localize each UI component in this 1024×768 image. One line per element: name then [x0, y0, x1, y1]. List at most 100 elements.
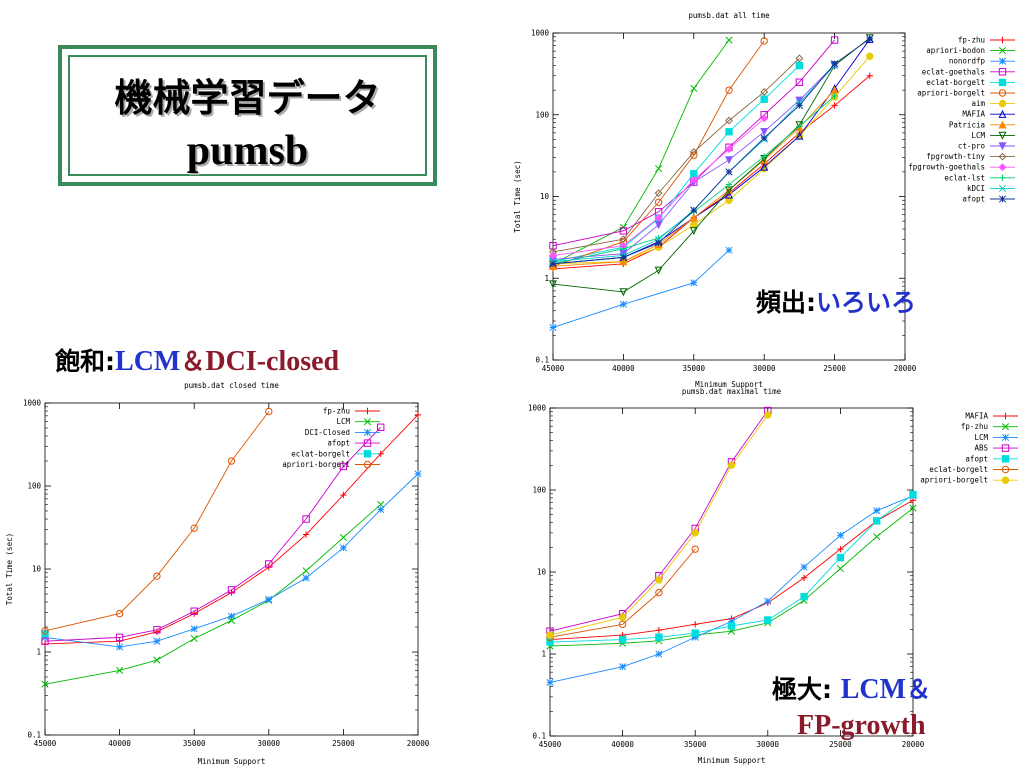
x-tick-label: 35000 — [183, 739, 206, 748]
series-line — [549, 494, 914, 643]
series-line — [552, 95, 835, 265]
data-point — [377, 423, 385, 431]
series-line — [549, 507, 914, 647]
x-tick-label: 45000 — [539, 740, 562, 749]
legend-marker — [998, 68, 1007, 76]
series-afopt — [41, 423, 385, 645]
data-point — [800, 563, 808, 571]
data-point — [690, 221, 698, 229]
data-point — [654, 221, 663, 230]
series-ct-pro — [548, 60, 839, 264]
legend-marker — [998, 142, 1007, 151]
data-point — [690, 84, 698, 92]
slide-title-inner-border — [68, 55, 427, 176]
data-point — [190, 635, 198, 643]
data-point — [655, 164, 663, 173]
annotation-frequent-label: 頻出 — [756, 288, 807, 317]
data-point — [873, 533, 881, 541]
legend-marker — [998, 78, 1007, 87]
data-point — [831, 60, 839, 68]
data-point — [655, 627, 663, 634]
series-line — [44, 411, 270, 632]
y-tick-label: 0.1 — [27, 731, 41, 740]
y-tick-label: 0.1 — [532, 732, 546, 741]
data-point — [836, 565, 844, 573]
data-point — [549, 251, 557, 260]
legend-label: apriori-borgelt — [920, 476, 988, 485]
x-tick-label: 35000 — [684, 740, 707, 749]
data-point — [865, 34, 874, 43]
legend-marker — [364, 407, 371, 415]
legend-label: eclat-borgelt — [926, 78, 985, 87]
data-point — [866, 35, 874, 43]
series-line — [552, 38, 871, 265]
data-point — [689, 148, 698, 156]
series-aim — [549, 52, 874, 268]
legend-marker — [998, 57, 1007, 65]
legend-marker — [998, 152, 1007, 161]
legend-marker — [1002, 412, 1009, 420]
legend-label: nonordfp — [949, 57, 986, 66]
data-point — [725, 116, 733, 125]
chart-all-time: pumsb.dat all time 0.1 1 10 100 1000 45000 4000… — [505, 6, 1020, 394]
data-point — [795, 131, 804, 140]
series-LCM — [41, 500, 385, 688]
chart-svg: pumsb.dat closed time 0.1 1 10 100 1000 45000 4… — [5, 381, 430, 766]
data-point — [725, 86, 733, 94]
data-point — [873, 517, 881, 525]
legend-label: ct-pro — [958, 142, 986, 151]
data-point — [800, 574, 808, 581]
annotation-maximal: 極大: LCM＆ — [772, 670, 931, 706]
series-line — [552, 38, 871, 265]
data-point — [265, 407, 273, 416]
annotation-closed-value1: LCM — [115, 346, 181, 377]
data-point — [618, 635, 627, 644]
data-point — [546, 631, 554, 639]
legend-label: fp-zhu — [961, 422, 988, 431]
data-point — [655, 633, 663, 641]
series-line — [552, 89, 835, 267]
data-point — [265, 595, 273, 603]
annotation-maximal-line2: FP-growth — [797, 710, 926, 742]
data-point — [724, 156, 734, 165]
x-tick-label: 40000 — [108, 739, 131, 748]
data-point — [655, 588, 663, 597]
legend-marker — [363, 428, 372, 436]
chart-title: pumsb.dat closed time — [184, 381, 279, 390]
series-line — [552, 39, 730, 265]
legend-label: fp-zhu — [323, 407, 350, 416]
data-point — [831, 102, 838, 109]
legend-label: apriori-bodon — [926, 46, 985, 55]
legend-label: fp-zhu — [958, 36, 985, 45]
data-point — [618, 620, 627, 629]
data-point — [836, 553, 845, 562]
chart-svg: pumsb.dat maximal time 0.1 1 10 100 1000 45000… — [528, 387, 1018, 765]
data-point — [227, 586, 236, 594]
data-point — [724, 190, 734, 199]
y-axis-label: Total Time (sec) — [5, 533, 14, 605]
data-point — [795, 54, 804, 63]
data-point — [909, 490, 917, 499]
data-point — [725, 196, 733, 204]
annotation-frequent-sep: : — [806, 288, 817, 317]
data-point — [654, 213, 663, 222]
legend-marker — [1001, 444, 1010, 452]
legend-label: afopt — [327, 439, 350, 448]
y-tick-label: 0.1 — [535, 356, 549, 365]
data-point — [302, 531, 310, 538]
data-point — [795, 78, 804, 86]
y-tick-label: 10 — [32, 565, 42, 574]
data-point — [725, 128, 733, 136]
data-point — [377, 500, 385, 508]
legend-label: apriori-borgelt — [282, 460, 350, 469]
data-point — [414, 411, 422, 419]
data-point — [116, 637, 123, 645]
data-point — [302, 567, 310, 575]
x-tick-label: 30000 — [757, 740, 780, 749]
x-tick-label: 25000 — [332, 739, 355, 748]
x-axis-label: Minimum Support — [695, 380, 763, 389]
x-tick-label: 25000 — [823, 364, 846, 373]
legend-label: LCM — [974, 433, 988, 442]
y-tick-label: 1 — [544, 274, 549, 283]
legend-label: DCI-Closed — [305, 428, 350, 437]
